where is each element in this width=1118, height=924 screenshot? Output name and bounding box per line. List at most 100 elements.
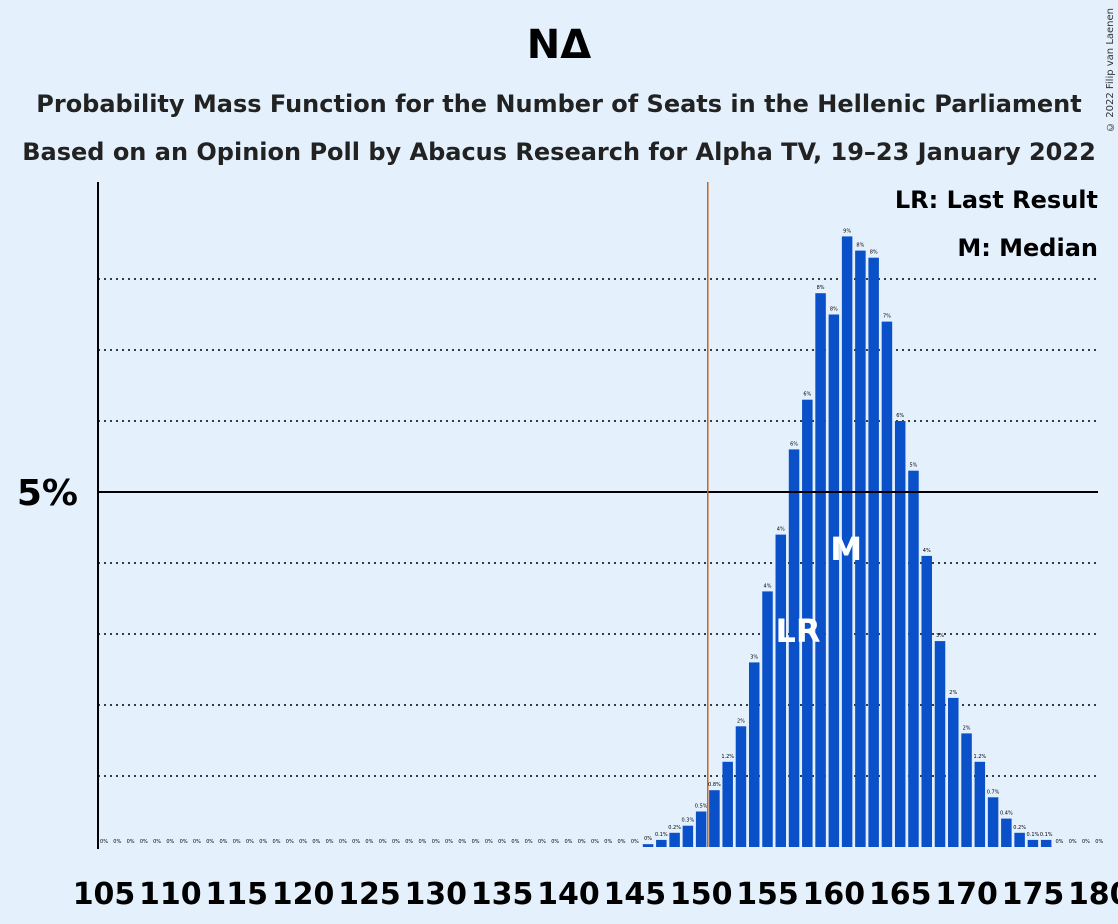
bar [695, 811, 707, 847]
median-marker: M [830, 530, 862, 568]
bar-value-label: 0% [193, 839, 201, 845]
bar [1027, 839, 1039, 847]
bar-value-label: 0.1% [1040, 832, 1053, 838]
bar-value-label: 0% [180, 839, 188, 845]
bar-value-label: 8% [817, 285, 825, 291]
bar [974, 761, 986, 847]
bar-value-label: 0% [445, 839, 453, 845]
bar-value-label: 0% [352, 839, 360, 845]
bar-value-label: 0% [379, 839, 387, 845]
bar-value-label: 4% [923, 548, 931, 554]
bar-value-label: 6% [896, 413, 904, 419]
bar-value-label: 0% [419, 839, 427, 845]
bar-value-label: 0% [591, 839, 599, 845]
bar [841, 236, 853, 847]
legend-last-result: LR: Last Result [894, 186, 1098, 214]
bar [669, 832, 680, 847]
bar [735, 726, 747, 847]
bar-value-label: 0% [273, 839, 281, 845]
bar-value-label: 8% [870, 250, 878, 256]
bar-value-label: 0% [153, 839, 161, 845]
x-tick-label: 180 [1068, 877, 1118, 912]
x-tick-label: 150 [670, 877, 733, 912]
bar-value-label: 7% [883, 314, 891, 320]
bar [987, 797, 999, 847]
bar-value-label: 1.2% [973, 754, 986, 760]
bar-value-label: 0% [206, 839, 214, 845]
legend-median: M: Median [957, 234, 1098, 262]
bar-value-label: 0.8% [708, 782, 721, 788]
bar [908, 470, 919, 847]
bar [868, 257, 879, 847]
bar-value-label: 0% [140, 839, 148, 845]
bar [894, 421, 906, 847]
last-result-marker: LR [776, 612, 821, 650]
bar-value-label: 0% [166, 839, 174, 845]
x-tick-label: 170 [935, 877, 998, 912]
bar-value-label: 0% [286, 839, 294, 845]
bar-value-label: 0% [127, 839, 135, 845]
bar-value-label: 0.3% [682, 818, 695, 824]
bar-value-label: 0% [644, 836, 652, 842]
x-tick-label: 120 [272, 877, 335, 912]
bar-value-label: 0% [432, 839, 440, 845]
x-tick-label: 160 [803, 877, 866, 912]
bar [948, 697, 959, 847]
bar [828, 314, 840, 847]
bar-value-label: 0% [498, 839, 506, 845]
bar-value-label: 4% [764, 583, 772, 589]
bar [921, 555, 932, 847]
bar-value-label: 0% [511, 839, 519, 845]
bar-value-label: 0% [246, 839, 254, 845]
bar-value-label: 3% [936, 633, 944, 639]
bar-value-label: 0% [365, 839, 373, 845]
bar [788, 449, 800, 847]
bar [722, 761, 733, 847]
bar-value-label: 0% [485, 839, 493, 845]
bar-value-label: 0% [219, 839, 227, 845]
bar [1001, 818, 1012, 847]
bar-value-label: 0% [1055, 839, 1063, 845]
bar-value-label: 6% [803, 392, 811, 398]
x-tick-label: 145 [603, 877, 666, 912]
bar [961, 733, 972, 847]
x-tick-label: 135 [471, 877, 534, 912]
x-tick-label: 140 [537, 877, 600, 912]
bar [775, 534, 787, 847]
bar-value-label: 0% [1095, 839, 1103, 845]
bar-value-label: 0% [100, 839, 108, 845]
x-tick-label: 165 [869, 877, 932, 912]
bar-value-label: 3% [750, 654, 758, 660]
bar-value-label: 0% [113, 839, 121, 845]
bar-value-label: 0% [551, 839, 559, 845]
bar [1014, 832, 1025, 847]
bar [656, 839, 667, 847]
chart-title: ΝΔ [526, 22, 592, 68]
bar-value-label: 0% [1069, 839, 1077, 845]
x-tick-label: 130 [404, 877, 467, 912]
bar-value-label: 8% [830, 307, 838, 313]
bar-value-label: 9% [843, 228, 851, 234]
bar-value-label: 0% [618, 839, 626, 845]
bar-value-label: 0.1% [1027, 832, 1040, 838]
bar [762, 591, 773, 847]
bar-value-label: 0% [339, 839, 347, 845]
bar-value-label: 0% [259, 839, 267, 845]
bar-value-label: 6% [790, 441, 798, 447]
bar [1040, 839, 1052, 847]
bar-value-label: 0.5% [695, 804, 708, 810]
chart-subtitle-1: Probability Mass Function for the Number… [36, 90, 1082, 118]
y-tick-label: 5% [17, 473, 78, 514]
bar-value-label: 0% [564, 839, 572, 845]
bar-value-label: 0.4% [1000, 811, 1013, 817]
x-tick-label: 110 [139, 877, 202, 912]
bar-value-label: 0.2% [668, 825, 681, 831]
bar [642, 844, 654, 847]
bar-value-label: 0% [525, 839, 533, 845]
bar-value-label: 2% [963, 725, 971, 731]
bar [802, 399, 813, 847]
bar-value-label: 5% [910, 463, 918, 469]
x-tick-label: 175 [1002, 877, 1065, 912]
bar-value-label: 2% [949, 690, 957, 696]
